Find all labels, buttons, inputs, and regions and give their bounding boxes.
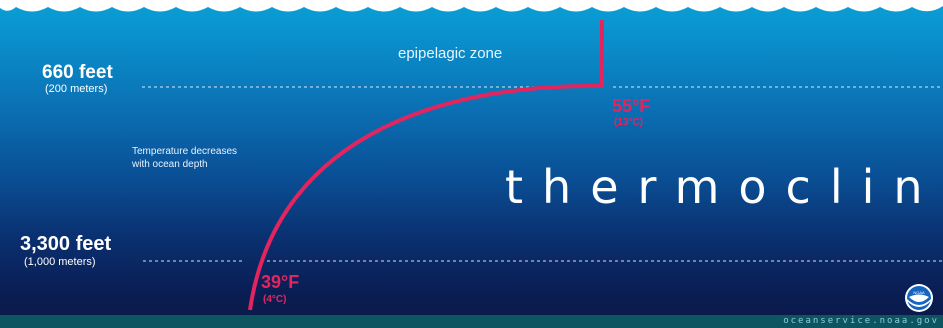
temp-4c: (4°C) [263, 294, 287, 305]
seafloor-band [0, 315, 943, 328]
depth-metric-1000m: (1,000 meters) [24, 256, 96, 268]
temp-39f: 39°F [261, 272, 300, 292]
temp-55f: 55°F [612, 96, 651, 116]
note-line-2: with ocean depth [132, 159, 208, 170]
temp-13c: (13°C) [614, 117, 644, 128]
depth-label-3300ft: 3,300 feet [20, 233, 112, 255]
svg-text:NOAA: NOAA [913, 290, 925, 295]
depth-metric-200m: (200 meters) [45, 83, 108, 95]
ocean-surface-waves [0, 0, 943, 12]
noaa-logo-icon: NOAA [905, 284, 933, 312]
depth-label-660ft: 660 feet [42, 62, 113, 83]
source-url: oceanservice.noaa.gov [783, 316, 939, 326]
thermocline-title: thermocline [505, 160, 943, 214]
epipelagic-zone-label: epipelagic zone [398, 45, 503, 62]
temperature-note: Temperature decreases with ocean depth [132, 145, 292, 171]
temperature-curve [248, 20, 604, 311]
note-line-1: Temperature decreases [132, 146, 238, 157]
